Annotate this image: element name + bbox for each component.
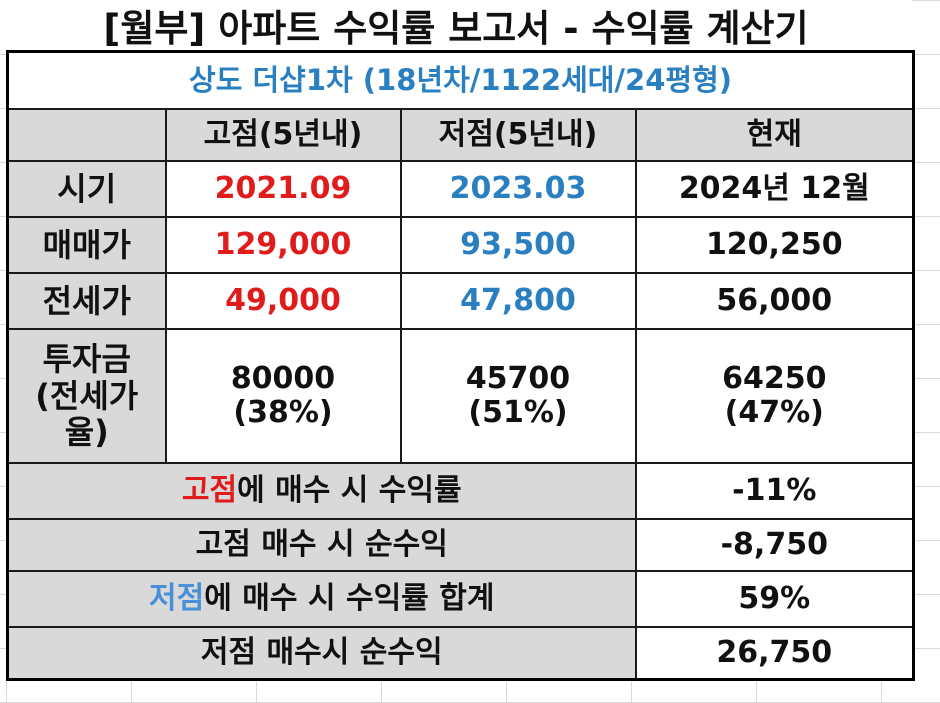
period-high: 2021.09 (164, 160, 402, 218)
low-rate-highlight: 저점 (149, 580, 205, 616)
investment-low-amount: 45700 (465, 360, 571, 396)
header-now: 현재 (634, 108, 916, 162)
low-profit-label: 저점 매수시 순수익 (6, 626, 637, 681)
investment-high: 80000 (38%) (164, 328, 402, 464)
sale-price-low: 93,500 (399, 216, 637, 274)
high-rate-rest: 에 매수 시 수익률 (237, 472, 462, 508)
jeonse-now: 56,000 (634, 272, 916, 330)
low-profit-value: 26,750 (634, 626, 916, 681)
investment-label-line3: 율) (64, 413, 109, 452)
header-low: 저점(5년내) (399, 108, 637, 162)
row-label-jeonse: 전세가 (6, 272, 167, 330)
sale-price-now: 120,250 (634, 216, 916, 274)
high-profit-value: -8,750 (634, 518, 916, 572)
high-rate-highlight: 고점 (181, 472, 238, 508)
investment-low: 45700 (51%) (399, 328, 637, 464)
profit-calculator-table-wrap: 상도 더샵1차 (18년차/1122세대/24평형) 고점(5년내) 저점(5년… (5, 50, 916, 681)
low-rate-value: 59% (634, 570, 916, 628)
sale-price-high: 129,000 (164, 216, 402, 274)
low-rate-label: 저점에 매수 시 수익률 합계 (6, 570, 637, 628)
investment-label-line2: (전세가 (35, 376, 139, 415)
low-rate-rest: 에 매수 시 수익률 합계 (204, 580, 495, 616)
investment-now-ratio: (47%) (724, 395, 824, 430)
period-low: 2023.03 (399, 160, 637, 218)
jeonse-low: 47,800 (399, 272, 637, 330)
high-rate-label: 고점에 매수 시 수익률 (6, 462, 637, 520)
apartment-subtitle: 상도 더샵1차 (18년차/1122세대/24평형) (5, 50, 916, 110)
period-now: 2024년 12월 (634, 160, 916, 218)
page-title: [월부] 아파트 수익률 보고서 - 수익률 계산기 (0, 0, 912, 50)
investment-high-ratio: (38%) (233, 395, 333, 430)
row-label-period: 시기 (6, 160, 167, 218)
profit-calculator-table: 상도 더샵1차 (18년차/1122세대/24평형) 고점(5년내) 저점(5년… (5, 50, 916, 681)
header-blank-cell (6, 108, 167, 162)
investment-now: 64250 (47%) (634, 328, 916, 464)
investment-label-line1: 투자금 (42, 339, 131, 378)
high-rate-value: -11% (634, 462, 916, 520)
high-profit-label: 고점 매수 시 순수익 (6, 518, 637, 572)
jeonse-high: 49,000 (164, 272, 402, 330)
header-high: 고점(5년내) (164, 108, 402, 162)
row-label-investment: 투자금 (전세가 율) (6, 328, 167, 464)
row-label-sale-price: 매매가 (6, 216, 167, 274)
investment-high-amount: 80000 (230, 360, 336, 396)
investment-low-ratio: (51%) (468, 395, 568, 430)
investment-now-amount: 64250 (722, 360, 827, 396)
